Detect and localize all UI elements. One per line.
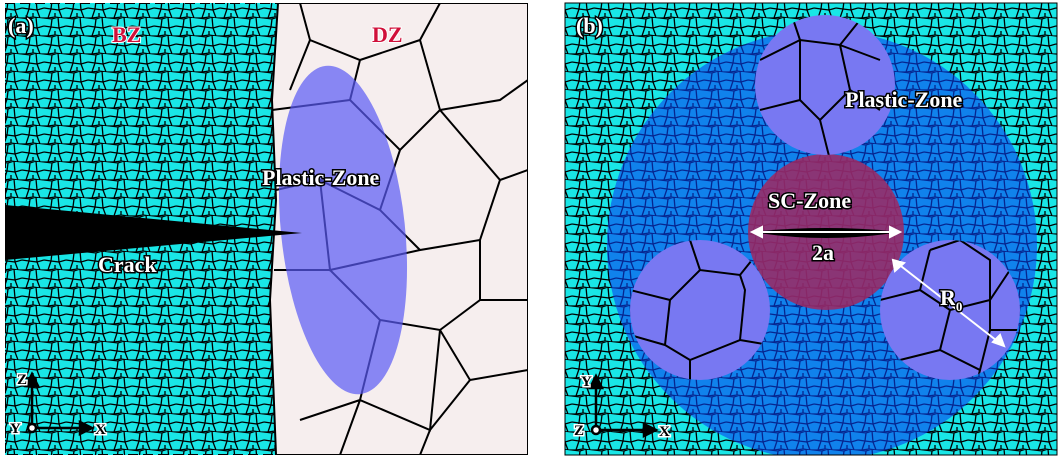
zone-label: SC-Zone [768,188,851,213]
crack-label: Crack [98,252,157,277]
axis-label: X [95,422,106,438]
figure: (a) BZ DZ Plastic-Zone Crack Z Y X (b) P… [0,0,1061,459]
zone-label: BZ [112,22,141,47]
axis-label: Y [581,374,592,390]
dimension-label: 2a [812,240,834,265]
zone-label: Plastic-Zone [845,87,963,112]
axis-label: X [659,424,670,440]
axis-label: Z [574,423,584,439]
zone-label: DZ [372,22,403,47]
axis-label: Y [10,421,21,437]
panel-a [5,3,528,455]
panel-label: (b) [576,13,603,38]
radius-symbol: R [940,285,957,310]
axis-label: Z [17,372,27,388]
radius-subscript: 0 [956,299,963,314]
panel-label: (a) [8,13,34,38]
zone-label: Plastic-Zone [262,165,380,190]
